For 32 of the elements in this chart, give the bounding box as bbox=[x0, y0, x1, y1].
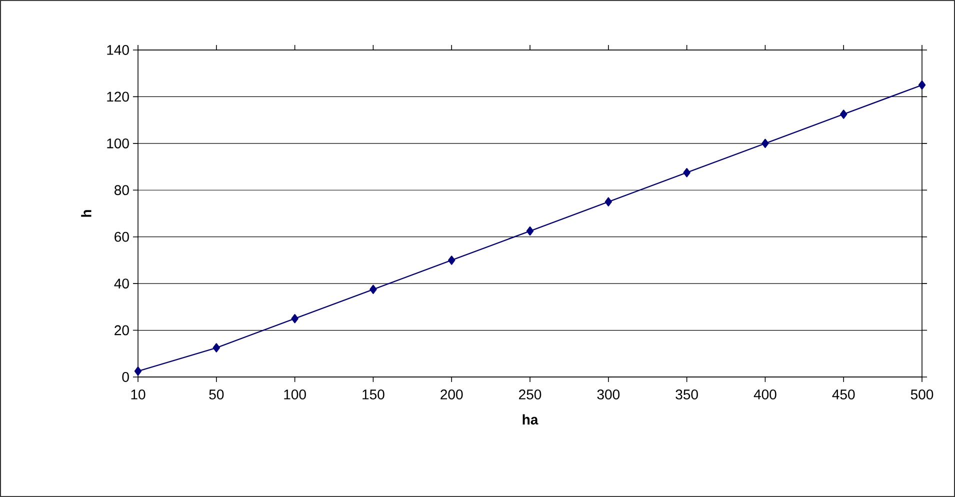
point bbox=[840, 110, 848, 119]
x-tick-label: 400 bbox=[754, 390, 776, 400]
y-axis-title: h bbox=[81, 210, 92, 217]
point bbox=[134, 366, 142, 376]
y-tick-label: 140 bbox=[107, 45, 129, 55]
x-tick-label: 50 bbox=[209, 390, 224, 400]
point bbox=[526, 226, 534, 236]
y-tick-label: 100 bbox=[107, 138, 129, 148]
point bbox=[212, 343, 220, 352]
point bbox=[370, 284, 377, 294]
x-tick-label: 150 bbox=[362, 390, 384, 400]
x-tick-label: 100 bbox=[284, 390, 306, 400]
y-tick-label: 60 bbox=[114, 232, 129, 242]
y-tick-label: 0 bbox=[122, 372, 129, 382]
y-tick-label: 80 bbox=[114, 185, 129, 196]
x-tick-label: 450 bbox=[832, 390, 855, 400]
point bbox=[291, 314, 298, 324]
x-axis-title: ha bbox=[522, 414, 538, 425]
x-tick-label: 350 bbox=[676, 390, 698, 400]
point bbox=[448, 256, 456, 265]
point bbox=[762, 138, 769, 148]
y-tick-label: 40 bbox=[114, 278, 129, 289]
y-tick-label: 20 bbox=[114, 325, 129, 336]
x-tick-label: 200 bbox=[440, 390, 463, 400]
point bbox=[604, 197, 612, 206]
point bbox=[683, 168, 690, 178]
point bbox=[918, 80, 926, 90]
x-tick-label: 500 bbox=[910, 390, 934, 400]
x-tick-label: 300 bbox=[597, 390, 620, 400]
x-tick-label: 10 bbox=[131, 390, 146, 400]
x-tick-label: 250 bbox=[519, 390, 542, 400]
y-tick-label: 120 bbox=[107, 92, 129, 102]
